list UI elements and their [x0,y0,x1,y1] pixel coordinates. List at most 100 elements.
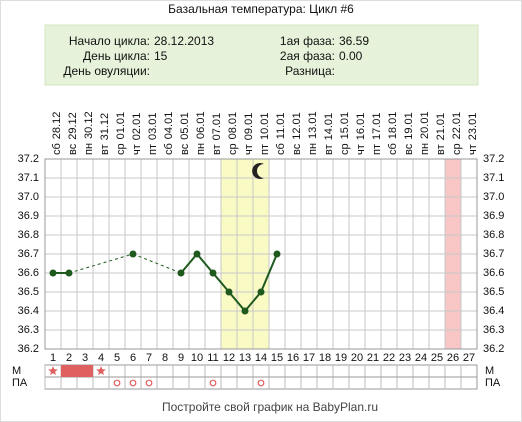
series-line [196,253,214,274]
info-label: День цикла: [83,49,150,63]
date: 08.01 [227,112,239,140]
date: 21.01 [435,113,447,141]
weekday: вт [435,144,447,155]
y-tick-label: 36.7 [18,248,39,260]
y-tick-label-right: 36.9 [483,210,504,222]
y-tick-label-right: 36.6 [483,267,504,279]
date-label: сб 04.01 [163,112,175,155]
info-value: 15 [154,49,168,63]
x-tick-label: 2 [66,352,72,364]
info-label: Разница: [285,64,335,78]
date-label: пн 06.01 [195,111,207,155]
x-tick-label: 24 [415,352,427,364]
date: 09.01 [243,113,255,141]
y-tick-label: 36.9 [18,210,39,222]
y-tick-label: 36.3 [18,324,39,336]
date-label: пн 30.12 [83,111,95,155]
weekday: пн [195,143,207,155]
date-label: сб 28.12 [51,112,63,155]
x-tick-label: 25 [431,352,443,364]
pa-circle [209,379,217,387]
date: 04.01 [163,112,175,140]
date: 18.01 [387,112,399,140]
weekday: пт [147,144,159,155]
star [48,366,58,375]
pa-circle [129,379,137,387]
info-label: 2ая фаза: [280,49,335,63]
date-label: чт 16.01 [355,113,367,155]
date-label: пт 10.01 [259,112,271,155]
x-tick-label: 12 [223,352,235,364]
date-label: вт 14.01 [323,113,335,155]
x-tick-label: 19 [335,352,347,364]
x-tick-label: 5 [114,352,120,364]
date-label: сб 11.01 [275,112,287,155]
y-tick-label: 36.5 [18,286,39,298]
x-tick-label: 21 [367,352,379,364]
weekday: сб [51,143,63,155]
weekday: чт [355,144,367,155]
footer: Постройте свой график на BabyPlan.ru [162,400,378,414]
x-tick-label: 4 [98,352,104,364]
date: 28.12 [51,112,63,140]
gap-connector [68,253,134,274]
period-cell [61,365,77,377]
weekday: пн [419,143,431,155]
point [225,288,233,296]
date: 12.01 [291,112,303,140]
y-tick-label: 36.6 [18,267,39,279]
gap-connector [132,253,182,274]
point [177,269,185,277]
info-value: 0.00 [339,49,363,63]
date-label: ср 22.01 [451,112,463,155]
date: 11.01 [275,112,287,139]
x-tick-label: 15 [271,352,283,364]
date-label: чт 23.01 [467,113,479,155]
date-label: вт 07.01 [211,113,223,155]
x-tick-label: 7 [146,352,152,364]
x-tick-label: 11 [207,352,218,364]
weekday: пн [307,143,319,155]
date: 07.01 [211,113,223,141]
row-label: М [12,365,21,377]
weekday: вс [403,143,415,155]
info-box [44,24,479,86]
series-line [228,291,246,312]
weekday: чт [467,144,479,155]
weekday: ср [227,143,239,155]
star [96,366,106,375]
y-tick-label-right: 36.4 [483,305,504,317]
date: 23.01 [467,113,479,141]
date-label: чт 09.01 [243,113,255,155]
weekday: ср [339,143,351,155]
point [193,250,201,258]
y-tick-label-right: 37.1 [483,172,504,184]
info-label: 1ая фаза: [280,34,335,48]
weekday: вт [323,144,335,155]
y-tick-label-right: 36.5 [483,286,504,298]
row-label: ПА [12,377,28,389]
date: 02.01 [131,113,143,141]
weekday: ср [115,143,127,155]
date-label: чт 02.01 [131,113,143,155]
series-line [244,291,262,312]
weekday: чт [131,144,143,155]
date-label: вс 19.01 [403,112,415,155]
row-label-right: ПА [485,377,501,389]
y-tick-label-right: 37.2 [483,153,504,165]
info-label: Начало цикла: [69,34,150,48]
x-tick-label: 26 [447,352,459,364]
date-label: ср 08.01 [227,112,239,155]
date: 03.01 [147,112,159,140]
weekday: вс [291,143,303,155]
row-label-right: М [485,365,494,377]
weekday: вт [99,144,111,155]
y-tick-label-right: 37.0 [483,191,504,203]
date: 10.01 [259,112,271,140]
date-label: сб 18.01 [387,112,399,155]
date: 31.12 [99,113,111,141]
x-tick-label: 23 [399,352,411,364]
x-tick-label: 22 [383,352,395,364]
point [257,288,265,296]
y-tick-label-right: 36.3 [483,324,504,336]
